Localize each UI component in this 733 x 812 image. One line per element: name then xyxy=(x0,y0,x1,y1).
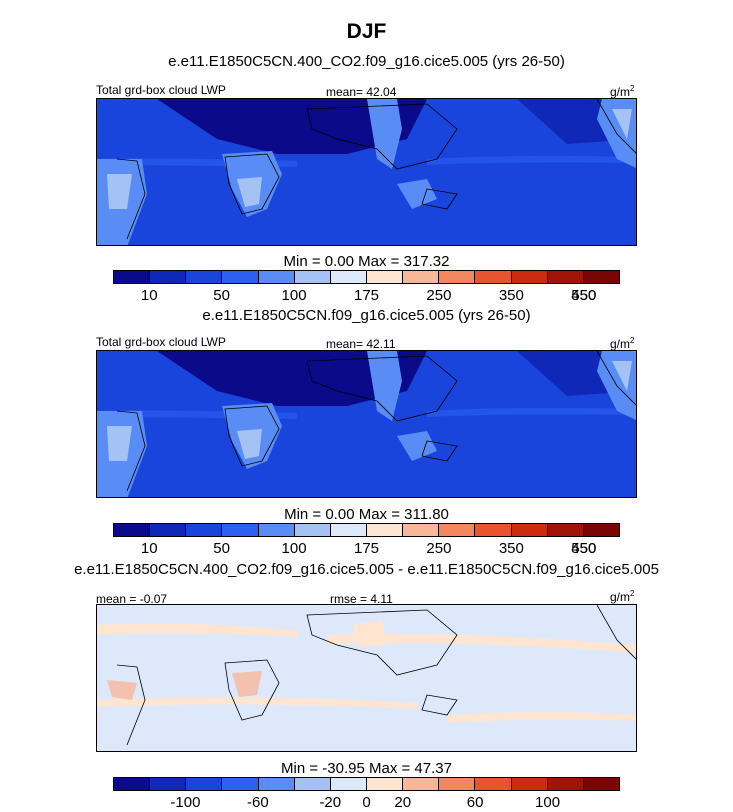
colorbar-swatch xyxy=(475,524,512,536)
colorbar-swatch xyxy=(150,271,187,283)
panel-2-low-region xyxy=(157,351,427,406)
panel-3-subtitle: e.e11.E1850C5CN.400_CO2.f09_g16.cice5.00… xyxy=(74,561,659,578)
colorbar-tick-label: 175 xyxy=(353,540,380,557)
colorbar-swatch xyxy=(403,271,440,283)
panel-1-coastlines xyxy=(116,99,636,240)
colorbar-swatch xyxy=(222,778,259,790)
panel-2-subtitle: e.e11.E1850C5CN.f09_g16.cice5.005 (yrs 2… xyxy=(202,307,531,324)
colorbar-swatch xyxy=(186,271,223,283)
colorbar-swatch xyxy=(150,778,187,790)
colorbar-swatch xyxy=(258,271,295,283)
figure-title: DJF xyxy=(346,20,387,43)
colorbar-swatch xyxy=(222,524,259,536)
colorbar-swatch xyxy=(439,778,476,790)
colorbar-swatch xyxy=(114,524,151,536)
colorbar-swatch xyxy=(583,778,619,790)
colorbar-swatch xyxy=(511,524,548,536)
panel-2-coastlines xyxy=(116,351,636,492)
colorbar-tick-label: -20 xyxy=(319,794,342,811)
colorbar-tick-label: 550 xyxy=(571,287,597,304)
colorbar-swatch xyxy=(475,271,512,283)
colorbar-tick-label: -60 xyxy=(247,794,269,811)
colorbar-swatch xyxy=(439,524,476,536)
panel-2-min-max: Min = 0.00 Max = 311.80 xyxy=(284,506,449,523)
panel-2-units: g/m2 xyxy=(610,336,635,351)
colorbar-tick-label: 100 xyxy=(281,540,307,557)
colorbar-swatch xyxy=(258,778,295,790)
colorbar-swatch xyxy=(186,778,223,790)
colorbar-swatch xyxy=(511,778,548,790)
colorbar-swatch xyxy=(583,524,619,536)
colorbar-tick-label: 0 xyxy=(362,794,371,811)
colorbar-swatch xyxy=(547,524,584,536)
colorbar-swatch xyxy=(330,778,367,790)
panel-3-rmse: rmse = 4.11 xyxy=(330,592,393,606)
colorbar-swatch xyxy=(583,271,619,283)
colorbar-swatch xyxy=(366,271,404,283)
colorbar-tick-label: 250 xyxy=(426,287,452,304)
colorbar-tick-label: 450 xyxy=(571,540,597,557)
panel-3-map xyxy=(96,604,637,752)
panel-3-mean: mean = -0.07 xyxy=(96,592,168,606)
colorbar-tick-label: 350 xyxy=(498,287,524,304)
panel-1-min-max: Min = 0.00 Max = 317.32 xyxy=(283,253,450,270)
colorbar-tick-label: 100 xyxy=(281,287,307,304)
panel-3-colorbar-ticks: -100 -60 -20 0 20 60 100 xyxy=(0,794,733,812)
panel-3-coastlines xyxy=(116,605,636,746)
colorbar-tick-label: 50 xyxy=(213,540,230,557)
panel-2-map xyxy=(96,350,637,498)
colorbar-swatch xyxy=(511,271,548,283)
panel-3-min-max: Min = -30.95 Max = 47.37 xyxy=(281,760,452,777)
colorbar-tick-label: 100 xyxy=(535,794,561,811)
colorbar-tick-label: 20 xyxy=(394,794,412,811)
panel-1-map xyxy=(96,98,637,246)
colorbar-tick-label: -100 xyxy=(170,794,201,811)
colorbar-swatch xyxy=(294,524,331,536)
panel-2-colorbar-ticks: 10 50 100 175 250 350 450 550 xyxy=(0,540,733,558)
colorbar-swatch xyxy=(366,778,404,790)
panel-2-field-label: Total grd-box cloud LWP xyxy=(96,335,226,349)
panel-1-asia-high xyxy=(367,99,402,169)
colorbar-swatch xyxy=(114,778,151,790)
panel-1-mean: mean= 42.04 xyxy=(326,85,397,99)
panel-3-units: g/m2 xyxy=(610,589,635,604)
colorbar-tick-label: 350 xyxy=(498,540,524,557)
colorbar-tick-label: 60 xyxy=(466,794,484,811)
colorbar-swatch xyxy=(294,778,331,790)
colorbar-swatch xyxy=(475,778,512,790)
panel-1-subtitle: e.e11.E1850C5CN.400_CO2.f09_g16.cice5.00… xyxy=(168,53,565,70)
panel-2-colorbar xyxy=(113,523,620,537)
colorbar-swatch xyxy=(222,271,259,283)
panel-1-colorbar xyxy=(113,270,620,284)
colorbar-swatch xyxy=(186,524,223,536)
panel-1-units: g/m2 xyxy=(610,84,635,99)
colorbar-swatch xyxy=(403,778,440,790)
panel-1-low-region xyxy=(157,99,427,154)
colorbar-tick-label: 450 xyxy=(571,287,597,304)
colorbar-swatch xyxy=(114,271,151,283)
panel-3-colorbar xyxy=(113,777,620,791)
colorbar-swatch xyxy=(330,271,367,283)
colorbar-tick-label: 250 xyxy=(426,540,452,557)
colorbar-tick-label: 550 xyxy=(571,540,597,557)
colorbar-tick-label: 10 xyxy=(140,540,158,557)
colorbar-swatch xyxy=(547,271,584,283)
colorbar-swatch xyxy=(330,524,367,536)
colorbar-tick-label: 10 xyxy=(140,287,158,304)
panel-2-mean: mean= 42.11 xyxy=(326,337,396,351)
panel-1-colorbar-ticks: 10 50 100 175 250 350 450 550 xyxy=(0,287,733,305)
colorbar-swatch xyxy=(150,524,187,536)
colorbar-tick-label: 50 xyxy=(213,287,230,304)
colorbar-swatch xyxy=(366,524,404,536)
colorbar-swatch xyxy=(294,271,331,283)
colorbar-tick-label: 175 xyxy=(353,287,380,304)
colorbar-swatch xyxy=(547,778,584,790)
colorbar-swatch xyxy=(439,271,476,283)
colorbar-swatch xyxy=(403,524,440,536)
panel-1-field-label: Total grd-box cloud LWP xyxy=(96,83,226,97)
colorbar-swatch xyxy=(258,524,295,536)
